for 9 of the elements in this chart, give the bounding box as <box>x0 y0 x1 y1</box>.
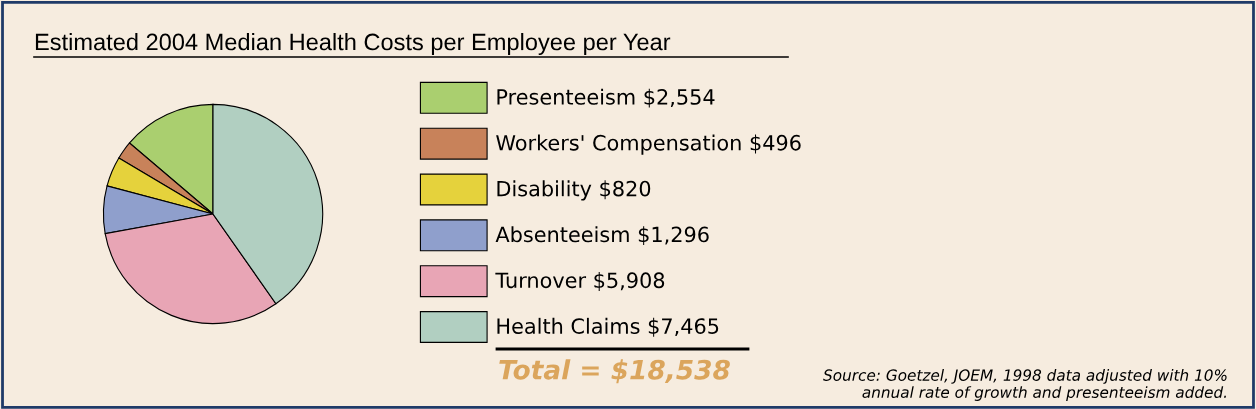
chart-title: Estimated 2004 Median Health Costs per Employee per Year <box>35 33 671 55</box>
legend-label: Absenteeism $1,296 <box>495 226 709 246</box>
legend-label: Presenteeism $2,554 <box>497 88 715 108</box>
text: Total = $18,538 <box>499 359 730 384</box>
legend-label: Workers' Compensation $496 <box>496 134 801 155</box>
legend-label: Turnover $5,908 <box>495 272 665 291</box>
source-note: Source: Goetzel, JOEM, 1998 data adjusted with 10% annual rate of growth and presenteeism added. <box>823 369 1227 401</box>
legend-label: Health Claims $7,465 <box>497 317 719 337</box>
legend-label: Disability $820 <box>497 180 651 201</box>
